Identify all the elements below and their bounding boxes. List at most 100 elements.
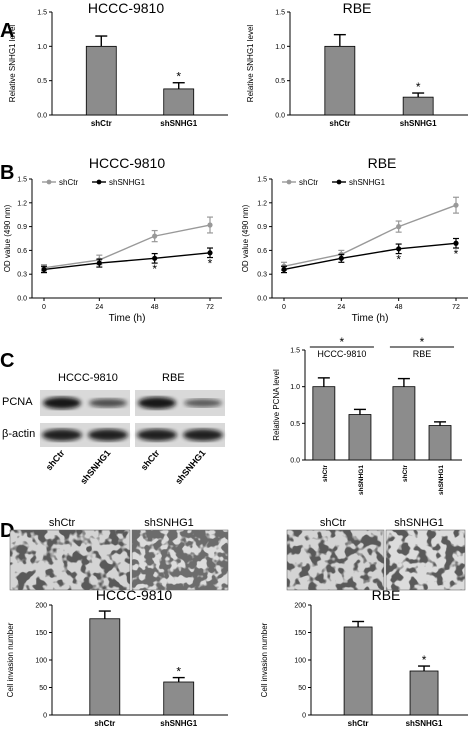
band-pcna-shctr: [138, 397, 176, 409]
chart-invasion-hccc9810: HCCC-9810 0 50 100 150 200 Cell invasion numbe…: [6, 587, 228, 728]
data-point-shsnhg1: [281, 266, 287, 273]
chart-invasion-rbe: RBE 0 50 100 150 200 Cell invasion number shCtr…: [260, 587, 468, 728]
y-tick-label: 150: [35, 630, 47, 637]
x-category-label: shCtr: [322, 465, 329, 482]
y-tick-label: 0.0: [257, 296, 267, 303]
significance-star: *: [422, 653, 427, 667]
y-tick-label: 0.6: [257, 248, 267, 255]
blot-bands: [42, 397, 223, 441]
chart-snhg1-rbe: RBE 0.0 0.5 1.0 1.5 Relative SNHG1 level shCtr…: [246, 0, 468, 128]
x-category-label: shSNHG1: [358, 465, 365, 495]
band-actin-shctr: [137, 429, 177, 441]
legend-swatch-marker: [286, 179, 292, 185]
x-category-label: shCtr: [94, 719, 115, 728]
x-category-label: shSNHG1: [438, 465, 445, 495]
data-point-shsnhg1: [152, 255, 158, 261]
data-point-shsnhg1: [396, 246, 402, 252]
blot-row-label-actin: β-actin: [2, 428, 35, 440]
panel-label-c: C: [0, 350, 14, 372]
group-significance-star: *: [420, 335, 425, 349]
y-axis-label: Relative SNHG1 level: [8, 25, 17, 103]
bar-shctr: [89, 618, 121, 716]
y-tick-label: 200: [294, 603, 306, 610]
bar-shsnhg1: [409, 670, 439, 716]
y-axis-label: Cell invasion number: [260, 622, 269, 697]
blot-lane-label: shSNHG1: [173, 448, 207, 486]
y-tick-label: 150: [294, 630, 306, 637]
significance-star: *: [176, 70, 181, 84]
significance-star: *: [416, 80, 421, 94]
y-axis-label: OD value (490 nm): [241, 204, 250, 272]
x-tick-label: 48: [395, 304, 403, 311]
legend-label-shsnhg1: shSNHG1: [349, 178, 386, 187]
blot-lane-label: shCtr: [139, 447, 162, 472]
x-category-label: shSNHG1: [406, 719, 443, 728]
series-line-shctr: [43, 224, 211, 269]
data-point-shsnhg1: [96, 260, 102, 266]
y-axis-label: Cell invasion number: [6, 622, 15, 697]
y-tick-label: 0.0: [37, 113, 47, 120]
y-tick-label: 0.0: [275, 113, 285, 120]
y-tick-label: 0.3: [17, 272, 27, 279]
invasion-label-3: shCtr: [320, 517, 347, 529]
blot-cell-line-hccc9810: HCCC-9810: [58, 372, 118, 384]
group-label: RBE: [413, 349, 432, 359]
bar-shsnhg1: [163, 681, 195, 716]
data-point-shctr: [152, 233, 158, 239]
x-tick-label: 24: [337, 304, 345, 311]
x-tick-label: 48: [151, 304, 159, 311]
chart-title: RBE: [368, 155, 397, 171]
group-label: HCCC-9810: [317, 349, 366, 359]
blot-lane-label: shCtr: [44, 447, 67, 472]
band-pcna-shsnhg1: [184, 398, 222, 408]
panel-label-b: B: [0, 162, 14, 184]
invasion-label-4: shSNHG1: [394, 517, 444, 529]
band-pcna-shsnhg1: [89, 398, 127, 408]
invasion-label-1: shCtr: [49, 517, 76, 529]
y-tick-label: 1.2: [17, 200, 27, 207]
western-blot: HCCC-9810 RBE PCNA β-actin shCtr shSNHG1 s…: [2, 372, 225, 486]
y-tick-label: 1.5: [17, 177, 27, 184]
legend-label-shsnhg1: shSNHG1: [109, 178, 146, 187]
y-tick-label: 0.5: [37, 78, 47, 85]
x-tick-label: 0: [282, 304, 286, 311]
bar-shsnhg1: [428, 425, 452, 461]
invasion-images: shCtr shSNHG1 shCtr shSNHG1: [9, 517, 466, 591]
blot-lane-label: shSNHG1: [78, 448, 112, 486]
x-tick-label: 24: [95, 304, 103, 311]
y-tick-label: 0.0: [290, 458, 300, 465]
y-tick-label: 1.5: [275, 10, 285, 17]
bar-shsnhg1: [348, 414, 372, 461]
y-tick-label: 1.0: [275, 44, 285, 51]
y-tick-label: 200: [35, 603, 47, 610]
x-tick-label: 72: [452, 304, 460, 311]
y-tick-label: 1.0: [37, 44, 47, 51]
y-tick-label: 1.5: [290, 348, 300, 355]
y-tick-label: 0.5: [275, 78, 285, 85]
x-category-label: shCtr: [348, 719, 369, 728]
data-point-shctr: [396, 224, 402, 230]
y-tick-label: 50: [39, 685, 47, 692]
band-actin-shsnhg1: [183, 429, 223, 441]
series-line-shsnhg1: [283, 242, 457, 271]
y-tick-label: 0: [43, 713, 47, 720]
chart-snhg1-hccc9810: HCCC-9810 0.0 0.5 1.0 1.5 Relative SNHG1 leve…: [8, 0, 228, 128]
legend-swatch-marker: [46, 179, 52, 185]
data-point-shsnhg1: [207, 250, 213, 256]
y-tick-label: 0.0: [17, 296, 27, 303]
data-point-shctr: [453, 202, 459, 208]
bar-shctr: [85, 45, 117, 116]
chart-title: HCCC-9810: [89, 155, 165, 171]
y-axis-label: Relative PCNA level: [272, 369, 281, 441]
group-significance-star: *: [340, 335, 345, 349]
x-category-label: shSNHG1: [400, 119, 437, 128]
band-actin-shctr: [42, 429, 82, 441]
chart-title: RBE: [372, 587, 401, 603]
chart-title: RBE: [343, 0, 372, 16]
x-category-label: shCtr: [329, 119, 350, 128]
y-tick-label: 0.6: [17, 248, 27, 255]
x-axis-label: Time (h): [109, 313, 146, 324]
y-tick-label: 0.3: [257, 272, 267, 279]
x-tick-label: 0: [42, 304, 46, 311]
